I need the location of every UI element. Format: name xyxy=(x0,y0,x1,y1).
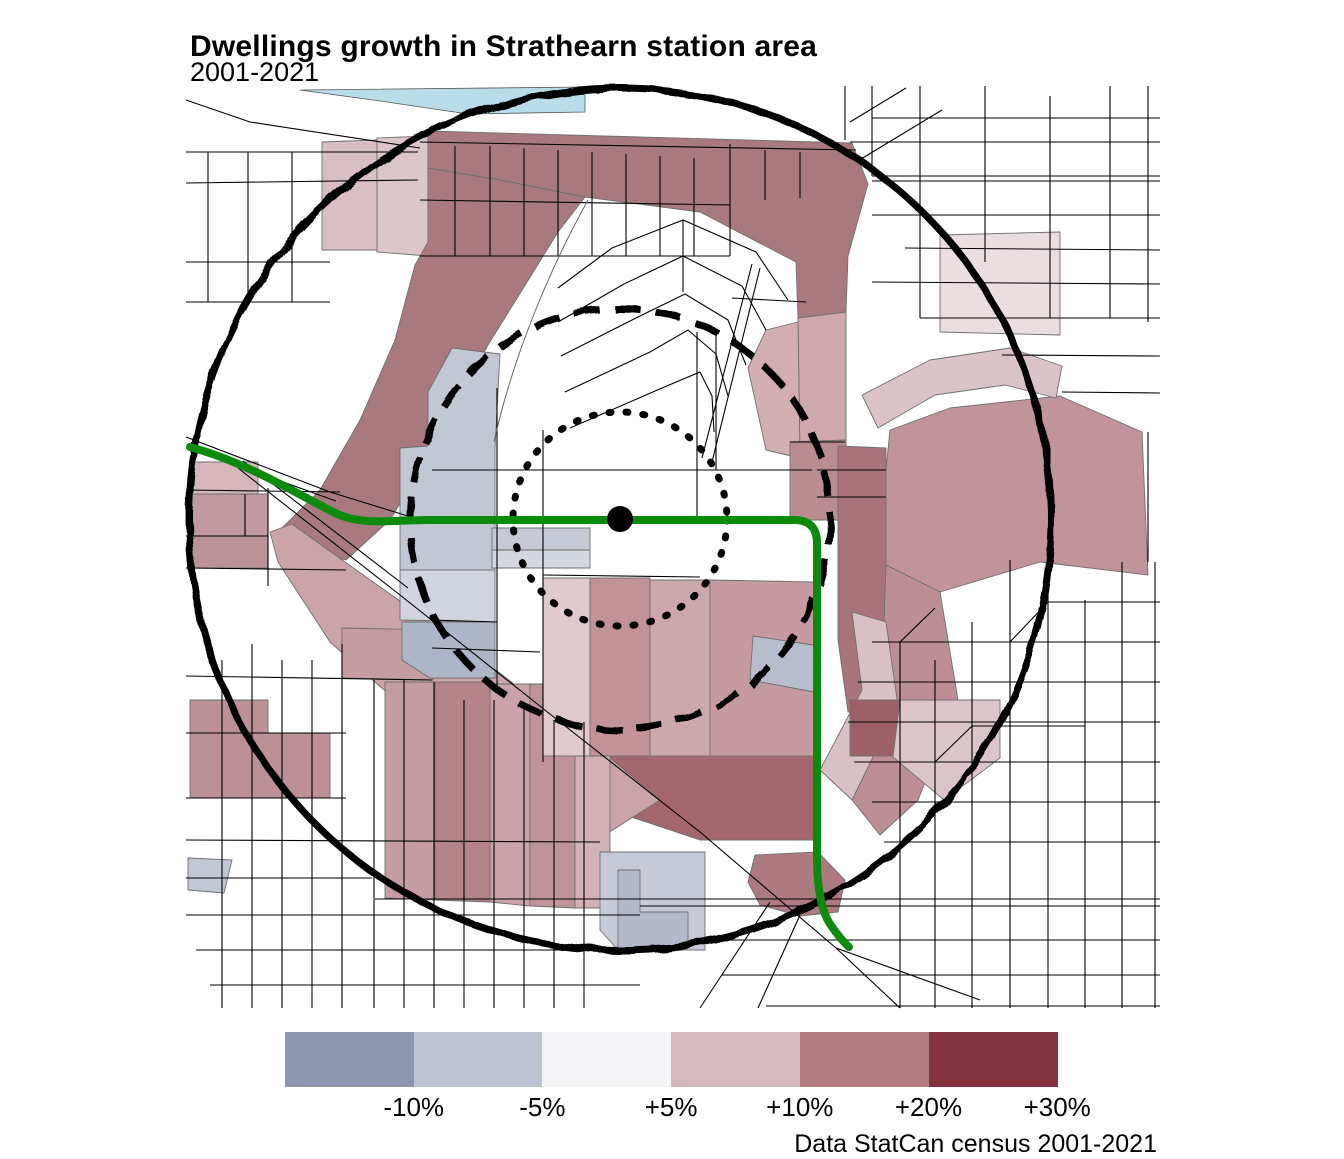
street xyxy=(731,297,807,303)
street xyxy=(185,489,341,493)
street xyxy=(871,281,1161,285)
data-source-caption: Data StatCan census 2001-2021 xyxy=(794,1130,1157,1158)
growth-regions-layer xyxy=(187,130,1149,951)
street xyxy=(904,247,1161,251)
region-column-pink-c1 xyxy=(542,577,591,757)
street xyxy=(185,675,433,681)
street xyxy=(557,255,767,331)
region-stripe-1 xyxy=(384,681,436,901)
region-blue-rows-near-station xyxy=(491,527,591,551)
street xyxy=(185,567,347,571)
station-dot xyxy=(607,506,633,532)
street xyxy=(569,371,715,433)
region-east-chevron-light-top xyxy=(861,347,1063,429)
street-minor xyxy=(493,199,589,443)
street xyxy=(1001,354,1161,357)
ring-outer-solid xyxy=(185,84,1055,954)
page-subtitle: 2001-2021 xyxy=(190,57,320,87)
street xyxy=(711,267,761,463)
street xyxy=(419,199,731,206)
region-stripe-2 xyxy=(434,681,491,903)
street xyxy=(855,109,943,163)
region-east-wedge xyxy=(885,395,1149,593)
region-block-west-a2 xyxy=(189,535,269,569)
street xyxy=(899,607,936,643)
region-parcel-topleft-pink-1 xyxy=(321,139,378,251)
transit-line-layer xyxy=(186,443,853,951)
street xyxy=(835,947,981,1001)
page-title: Dwellings growth in Strathearn station a… xyxy=(190,30,818,64)
street xyxy=(431,619,498,623)
street xyxy=(564,329,729,397)
street xyxy=(1009,601,1160,643)
street xyxy=(1061,391,1161,394)
water-layer xyxy=(299,86,586,115)
region-block-dark-southeast xyxy=(849,699,901,757)
region-hook-pink-extension xyxy=(797,311,847,459)
region-blue-rows-near-station-2 xyxy=(491,549,591,569)
region-block-west-b xyxy=(189,699,331,799)
street xyxy=(849,87,907,123)
street xyxy=(934,725,1085,763)
street xyxy=(431,647,541,653)
region-blue-wedge-west-edge xyxy=(187,857,233,894)
water-body xyxy=(299,86,586,115)
region-onion-right-pink xyxy=(747,321,801,459)
street xyxy=(185,839,601,843)
street xyxy=(699,901,771,1009)
region-blue-column-light xyxy=(399,569,496,623)
street xyxy=(757,914,801,1009)
street xyxy=(542,574,701,578)
street xyxy=(701,263,753,459)
street-network-layer xyxy=(185,86,1161,1009)
region-parcel-topright-faint xyxy=(939,231,1061,336)
street xyxy=(185,179,419,184)
street xyxy=(185,99,421,149)
street xyxy=(419,141,857,151)
transit-line xyxy=(186,443,853,951)
street xyxy=(835,947,901,1009)
